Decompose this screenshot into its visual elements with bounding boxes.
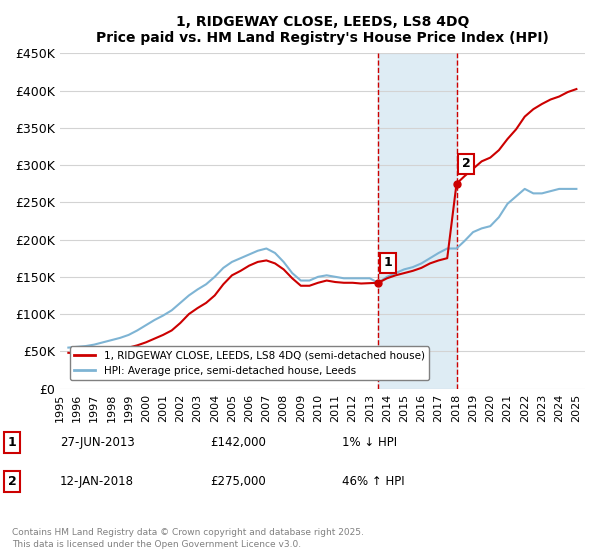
Text: 46% ↑ HPI: 46% ↑ HPI	[342, 475, 404, 488]
Text: £275,000: £275,000	[210, 475, 266, 488]
Legend: 1, RIDGEWAY CLOSE, LEEDS, LS8 4DQ (semi-detached house), HPI: Average price, sem: 1, RIDGEWAY CLOSE, LEEDS, LS8 4DQ (semi-…	[70, 347, 428, 380]
Text: 1% ↓ HPI: 1% ↓ HPI	[342, 436, 397, 449]
Text: Contains HM Land Registry data © Crown copyright and database right 2025.
This d: Contains HM Land Registry data © Crown c…	[12, 528, 364, 549]
Text: 2: 2	[8, 475, 16, 488]
Title: 1, RIDGEWAY CLOSE, LEEDS, LS8 4DQ
Price paid vs. HM Land Registry's House Price : 1, RIDGEWAY CLOSE, LEEDS, LS8 4DQ Price …	[96, 15, 549, 45]
Text: 1: 1	[8, 436, 16, 449]
Text: 2: 2	[461, 157, 470, 170]
Text: 27-JUN-2013: 27-JUN-2013	[60, 436, 135, 449]
Text: £142,000: £142,000	[210, 436, 266, 449]
Bar	[378, 53, 457, 389]
Text: 12-JAN-2018: 12-JAN-2018	[60, 475, 134, 488]
Text: 1: 1	[383, 256, 392, 269]
